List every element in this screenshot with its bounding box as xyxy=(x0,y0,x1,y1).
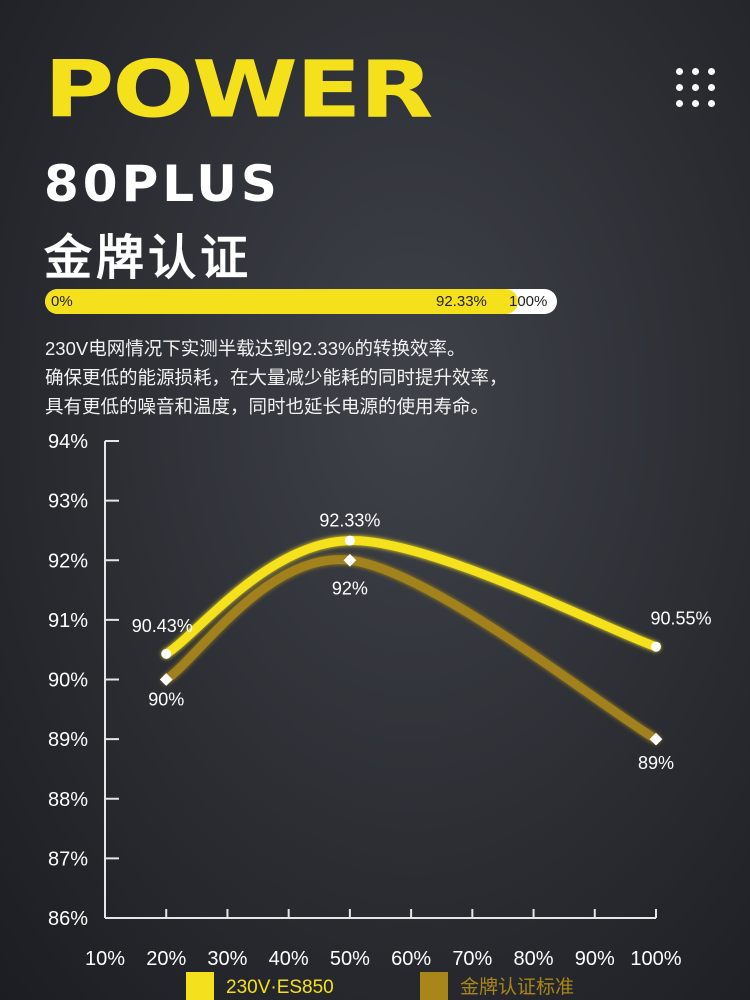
efficiency-progress-bar: 0% 92.33% 100% xyxy=(45,289,557,314)
y-tick-label: 87% xyxy=(48,848,88,870)
data-point xyxy=(651,641,661,652)
series-line xyxy=(161,555,661,744)
x-tick-label: 70% xyxy=(452,948,492,970)
data-label: 92.33% xyxy=(319,511,380,531)
data-label: 90.55% xyxy=(650,609,711,629)
certification-heading: 80PLUS xyxy=(44,155,281,213)
y-tick-label: 90% xyxy=(48,670,88,692)
y-tick-label: 93% xyxy=(48,491,88,513)
data-label: 92% xyxy=(332,578,368,598)
progress-end-label: 100% xyxy=(509,293,548,310)
legend-swatch xyxy=(186,972,214,1000)
legend-label: 230V·ES850 xyxy=(226,977,334,998)
x-tick-label: 60% xyxy=(391,948,431,970)
y-tick-label: 92% xyxy=(48,550,88,572)
x-tick-label: 50% xyxy=(330,948,370,970)
page-title: POWER xyxy=(44,43,433,136)
x-tick-label: 30% xyxy=(207,948,247,970)
data-label: 90% xyxy=(148,690,184,710)
x-tick-label: 10% xyxy=(85,948,125,970)
description-line: 具有更低的噪音和温度，同时也延长电源的使用寿命。 xyxy=(45,396,490,417)
x-tick-label: 40% xyxy=(269,948,309,970)
legend-label: 金牌认证标准 xyxy=(460,976,574,998)
x-tick-label: 90% xyxy=(575,948,615,970)
certification-subheading: 金牌认证 xyxy=(44,230,253,286)
description-line: 230V电网情况下实测半载达到92.33%的转换效率。 xyxy=(45,338,466,359)
nine-dot-grid-icon[interactable] xyxy=(676,68,716,108)
y-tick-label: 94% xyxy=(48,431,88,453)
x-tick-label: 20% xyxy=(146,948,186,970)
y-tick-label: 88% xyxy=(48,789,88,811)
description-text: 230V电网情况下实测半载达到92.33%的转换效率。 确保更低的能源损耗，在大… xyxy=(45,334,725,421)
y-tick-label: 86% xyxy=(48,908,88,930)
y-tick-label: 89% xyxy=(48,729,88,751)
description-line: 确保更低的能源损耗，在大量减少能耗的同时提升效率， xyxy=(45,367,508,388)
y-tick-label: 91% xyxy=(48,610,88,632)
data-point xyxy=(344,535,355,546)
x-tick-label: 100% xyxy=(630,948,681,970)
efficiency-progress-fill xyxy=(45,289,518,314)
data-label: 89% xyxy=(638,753,674,773)
progress-start-label: 0% xyxy=(51,293,73,310)
x-tick-label: 80% xyxy=(514,948,554,970)
data-point xyxy=(161,648,172,659)
data-label: 90.43% xyxy=(132,616,193,636)
series-line xyxy=(161,536,661,659)
legend-swatch xyxy=(420,972,448,1000)
progress-value-label: 92.33% xyxy=(436,293,487,310)
